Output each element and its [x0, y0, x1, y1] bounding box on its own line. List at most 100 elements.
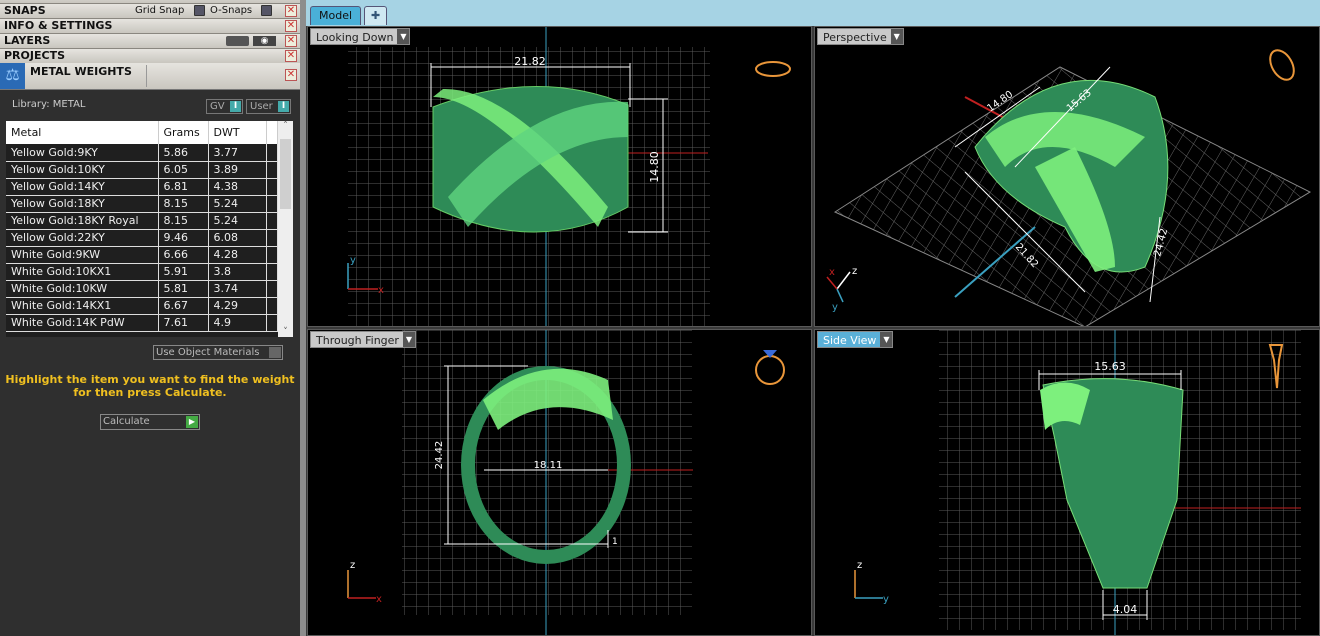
dimension-top: 15.63 — [1094, 360, 1126, 373]
use-object-materials-toggle[interactable]: Use Object Materials — [153, 345, 283, 360]
empty-cell — [266, 246, 278, 264]
ring-orientation-icon[interactable] — [755, 355, 785, 385]
viewport-label: Side View — [823, 334, 877, 347]
table-row[interactable]: White Gold:10KW 5.81 3.74 — [6, 280, 278, 298]
dimension-bottom: 4.04 — [1113, 603, 1138, 616]
empty-cell — [266, 144, 278, 162]
grams-value: 9.46 — [158, 229, 209, 247]
dwt-value: 4.38 — [208, 178, 267, 196]
viewport-label: Perspective — [823, 31, 887, 44]
panel-header-partial[interactable] — [0, 0, 300, 4]
empty-cell — [266, 314, 278, 332]
panel-splitter[interactable] — [300, 0, 306, 636]
axis-label: z — [350, 560, 355, 571]
metal-table: Metal Grams DWT Yellow Gold:9KY 5.86 3.77 Y… — [6, 121, 278, 337]
dwt-value: 4.29 — [208, 297, 267, 315]
dwt-value: 3.8 — [208, 263, 267, 281]
column-header-grams[interactable]: Grams — [158, 121, 209, 144]
dropdown-icon: ▼ — [890, 29, 903, 44]
ring-orientation-icon[interactable] — [1268, 344, 1284, 389]
viewport-label-menu[interactable]: Side View ▼ — [817, 331, 894, 348]
layer-visibility-icon[interactable] — [226, 36, 249, 46]
close-icon[interactable]: ✕ — [285, 69, 297, 81]
empty-cell — [266, 229, 278, 247]
empty-cell — [266, 297, 278, 315]
use-object-materials-label: Use Object Materials — [156, 347, 260, 358]
scroll-up-icon[interactable]: ˄ — [283, 121, 288, 131]
viewport-label-menu[interactable]: Perspective ▼ — [817, 28, 904, 45]
table-row[interactable]: Yellow Gold:9KY 5.86 3.77 — [6, 144, 278, 162]
left-panel: SNAPS Grid Snap O-Snaps ✕ INFO & SETTING… — [0, 0, 300, 636]
table-row[interactable]: White Gold:10KX1 5.91 3.8 — [6, 263, 278, 281]
snaps-title: SNAPS — [4, 4, 46, 17]
viewport-through-finger[interactable]: 24.42 18.11 1 z x Through Finger ▼ — [307, 329, 812, 636]
table-row[interactable]: Yellow Gold:10KY 6.05 3.89 — [6, 161, 278, 179]
metal-name: Yellow Gold:18KY — [6, 195, 159, 213]
empty-cell — [266, 195, 278, 213]
axis-label: x — [829, 267, 835, 278]
grams-value: 6.66 — [158, 246, 209, 264]
viewport-side-view[interactable]: 15.63 4.04 z y Side View ▼ — [814, 329, 1320, 636]
metal-weights-title: METAL WEIGHTS — [30, 65, 132, 78]
table-row[interactable]: Yellow Gold:14KY 6.81 4.38 — [6, 178, 278, 196]
layers-title: LAYERS — [4, 34, 51, 47]
close-icon[interactable]: ✕ — [285, 20, 297, 32]
viewport-looking-down[interactable]: 21.82 14.80 y x Looking Down ▼ — [307, 26, 812, 327]
panel-header-projects[interactable]: PROJECTS ✕ — [0, 49, 300, 64]
scroll-down-icon[interactable]: ˅ — [283, 327, 288, 337]
viewport-perspective[interactable]: 14.80 15.63 21.82 24.42 z x y Perspectiv… — [814, 26, 1320, 327]
o-snaps-label: O-Snaps — [210, 5, 253, 16]
add-tab-button[interactable]: ✚ — [364, 6, 388, 25]
close-icon[interactable]: ✕ — [285, 50, 297, 62]
viewport-label-menu[interactable]: Through Finger ▼ — [310, 331, 416, 348]
axis-label: y — [883, 594, 889, 605]
toggle-indicator: I — [278, 101, 289, 112]
user-toggle[interactable]: User I — [246, 99, 291, 114]
axis-label: y — [350, 255, 356, 266]
metal-name: Yellow Gold:18KY Royal — [6, 212, 159, 230]
viewport-canvas: 14.80 15.63 21.82 24.42 z x y — [826, 46, 1312, 326]
viewport-canvas: 15.63 4.04 z y — [854, 330, 1301, 635]
table-row[interactable]: White Gold:14KX1 6.67 4.29 — [6, 297, 278, 315]
metal-name: White Gold:10KX1 — [6, 263, 159, 281]
grams-value: 5.91 — [158, 263, 209, 281]
grid-snap-toggle[interactable] — [194, 4, 205, 18]
panel-header-info[interactable]: INFO & SETTINGS ✕ — [0, 19, 300, 34]
viewport-canvas: 21.82 14.80 y x — [347, 27, 791, 326]
panel-header-snaps[interactable]: SNAPS Grid Snap O-Snaps ✕ — [0, 4, 300, 19]
metal-name: White Gold:14K PdW — [6, 314, 159, 332]
close-icon[interactable]: ✕ — [285, 5, 297, 17]
scrollbar-thumb[interactable] — [280, 139, 291, 209]
ring-orientation-icon[interactable] — [755, 61, 791, 77]
column-header-dwt[interactable]: DWT — [208, 121, 267, 144]
viewport-label: Looking Down — [316, 31, 394, 44]
table-row[interactable]: White Gold:9KW 6.66 4.28 — [6, 246, 278, 264]
axis-label: x — [378, 285, 384, 296]
library-label: Library: METAL — [12, 99, 86, 110]
hint-line: Highlight the item you want to find the … — [5, 373, 295, 386]
close-icon[interactable]: ✕ — [285, 35, 297, 47]
table-row[interactable]: Yellow Gold:18KY Royal 8.15 5.24 — [6, 212, 278, 230]
hint-line: for then press Calculate. — [73, 386, 227, 399]
tab-model[interactable]: Model — [310, 6, 362, 25]
viewport-label: Through Finger — [316, 334, 399, 347]
grams-value: 6.67 — [158, 297, 209, 315]
table-row[interactable]: Yellow Gold:18KY 8.15 5.24 — [6, 195, 278, 213]
table-scrollbar[interactable]: ˄ ˅ — [278, 121, 293, 337]
panel-header-layers[interactable]: LAYERS ◉ ✕ — [0, 34, 300, 49]
gv-toggle[interactable]: GV I — [206, 99, 243, 114]
o-snaps-toggle[interactable] — [261, 4, 272, 18]
grams-value: 8.15 — [158, 212, 209, 230]
empty-cell — [266, 280, 278, 298]
column-header-metal[interactable]: Metal — [6, 121, 159, 144]
dwt-value: 5.24 — [208, 195, 267, 213]
projects-title: PROJECTS — [4, 49, 65, 62]
table-row[interactable]: White Gold:14K PdW 7.61 4.9 — [6, 314, 278, 332]
eye-icon[interactable]: ◉ — [253, 36, 276, 46]
table-row[interactable]: Yellow Gold:22KY 9.46 6.08 — [6, 229, 278, 247]
viewport-label-menu[interactable]: Looking Down ▼ — [310, 28, 411, 45]
metal-name: Yellow Gold:9KY — [6, 144, 159, 162]
calculate-button[interactable]: Calculate ▶ — [100, 414, 200, 430]
ring-orientation-icon[interactable] — [1265, 46, 1298, 84]
metal-name: White Gold:9KW — [6, 246, 159, 264]
